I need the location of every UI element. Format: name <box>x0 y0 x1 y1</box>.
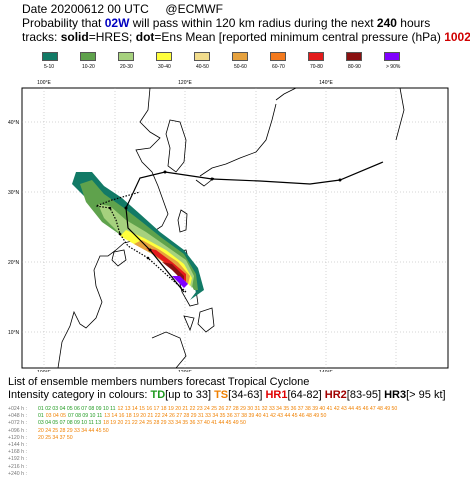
intensity-line: Intensity category in colours: TD[up to … <box>8 389 468 402</box>
category-range: [34-63] <box>228 389 263 401</box>
forecast-row: +144 h : <box>8 442 38 449</box>
lon-label: 140°E <box>319 370 333 372</box>
graticule <box>22 88 448 368</box>
legend-label: 20-30 <box>120 64 133 70</box>
lon-label: 120°E <box>178 80 192 86</box>
lon-label: 100°E <box>37 370 51 372</box>
legend-swatch <box>156 52 172 61</box>
legend-swatch <box>308 52 324 61</box>
lat-label: 40°N <box>8 120 20 126</box>
member-numbers: 07 08 09 10 11 <box>67 413 103 420</box>
legend-label: 10-20 <box>82 64 95 70</box>
category-name: HR1 <box>265 389 288 401</box>
legend-swatch <box>118 52 134 61</box>
row-label: +120 h : <box>8 434 27 441</box>
map: 100°E 120°E 140°E 100°E 120°E 140°E 40°N… <box>8 80 449 372</box>
row-label: +168 h : <box>8 449 27 456</box>
category-range: [64-82] <box>287 389 322 401</box>
row-label: +096 h : <box>8 427 27 434</box>
row-label: +072 h : <box>8 420 27 427</box>
dot: dot <box>135 30 155 44</box>
text: hours <box>400 16 431 30</box>
legend: 5-10 10-20 20-30 30-40 40-50 50-60 60-70 70-80 8… <box>0 48 470 76</box>
forecast-row: +240 h : <box>8 471 38 478</box>
legend-label: 30-40 <box>158 64 171 70</box>
row-label: +144 h : <box>8 442 27 448</box>
category-name: TS <box>214 389 229 401</box>
hours: 240 <box>376 16 397 30</box>
lat-label: 20°N <box>8 260 20 266</box>
row-label: +024 h : <box>8 406 27 412</box>
text: tracks: <box>22 30 58 44</box>
legend-swatch <box>270 52 286 61</box>
member-list: List of ensemble members numbers forecas… <box>8 376 468 477</box>
legend-label: 40-50 <box>196 64 209 70</box>
forecast-row: +096 h : 20 24 25 28 29 33 34 44 45 50 <box>8 428 111 435</box>
member-numbers: 20 24 25 28 29 33 34 44 45 50 <box>38 427 109 434</box>
legend-swatch <box>346 52 362 61</box>
row-label: +048 h : <box>8 413 27 420</box>
legend-swatch <box>384 52 400 61</box>
text: will pass within 120 km radius during th… <box>132 16 374 30</box>
legend-label: 70-80 <box>310 64 323 70</box>
member-numbers: 18 19 20 21 22 24 25 28 29 33 34 35 36 3… <box>103 420 246 427</box>
category-range: [up to 33] <box>165 389 212 401</box>
tracks-line: tracks: solid=HRES; dot=Ens Mean [report… <box>22 30 470 44</box>
text: =HRES; <box>88 30 133 44</box>
forecast-row: +168 h : <box>8 449 38 456</box>
category-range: [83-95] <box>346 389 382 401</box>
date: Date 20200612 00 UTC <box>22 2 149 16</box>
map-frame <box>21 87 449 369</box>
legend-swatch <box>194 52 210 61</box>
legend-swatch <box>42 52 58 61</box>
legend-swatch <box>232 52 248 61</box>
source: @ECMWF <box>165 2 223 16</box>
legend-label: 80-90 <box>348 64 361 70</box>
legend-label: > 90% <box>386 64 401 70</box>
category-name: HR3 <box>384 389 407 401</box>
legend-swatch <box>80 52 96 61</box>
legend-label: 5-10 <box>44 64 55 70</box>
category-name: HR2 <box>324 389 347 401</box>
member-numbers: 13 14 16 18 19 20 21 22 24 26 27 28 29 3… <box>104 413 327 420</box>
member-numbers: 01 02 03 04 05 06 07 08 09 10 11 <box>38 406 116 412</box>
lon-label: 140°E <box>319 80 333 86</box>
rows: +024 h : 01 02 03 04 05 06 07 08 09 10 11… <box>8 406 468 482</box>
forecast-row: +216 h : <box>8 464 38 471</box>
ens-mean-markers <box>108 206 150 260</box>
text: Intensity category in colours: <box>8 389 148 401</box>
row-label: +192 h : <box>8 456 27 463</box>
text: Probability that <box>22 16 102 30</box>
list-title: List of ensemble members numbers forecas… <box>8 376 310 388</box>
legend-label: 50-60 <box>234 64 247 70</box>
member-numbers: 03 04 05 <box>45 413 66 420</box>
storm-id: 02W <box>104 16 130 30</box>
lon-label: 100°E <box>37 80 51 86</box>
forecast-row: +024 h : 01 02 03 04 05 06 07 08 09 10 11… <box>8 406 399 413</box>
forecast-row: +048 h : 01 03 04 05 07 08 09 10 11 13 14 16… <box>8 413 328 420</box>
category-name: TD <box>150 389 166 401</box>
forecast-row: +120 h : 20 25 34 37 50 <box>8 435 75 442</box>
hres-markers <box>124 170 342 252</box>
date-line: Date 20200612 00 UTC @ECMWF <box>22 2 223 16</box>
forecast-row: +072 h : 03 04 05 07 08 09 10 11 13 18 19 … <box>8 420 248 427</box>
forecast-row: +192 h : <box>8 456 38 463</box>
pressure: 1002 <box>444 30 470 44</box>
solid: solid <box>60 30 89 44</box>
legend-label: 60-70 <box>272 64 285 70</box>
probability-line: Probability that 02W will pass within 12… <box>22 16 430 30</box>
ens-mean-track <box>95 191 187 293</box>
row-label: +240 h : <box>8 470 27 477</box>
member-numbers: 01 <box>38 413 44 420</box>
text: =Ens Mean [reported minimum central pres… <box>154 30 441 44</box>
member-numbers: 20 25 34 37 50 <box>38 434 73 441</box>
row-label: +216 h : <box>8 463 27 470</box>
lon-label: 120°E <box>178 370 192 372</box>
member-numbers: 12 13 14 15 16 17 18 19 20 21 22 23 24 2… <box>117 406 398 412</box>
member-numbers: 03 04 05 07 08 09 10 11 13 <box>38 420 102 427</box>
category-range: [> 95 kt] <box>406 389 446 401</box>
lat-label: 30°N <box>8 190 20 196</box>
lat-label: 10°N <box>8 330 20 336</box>
